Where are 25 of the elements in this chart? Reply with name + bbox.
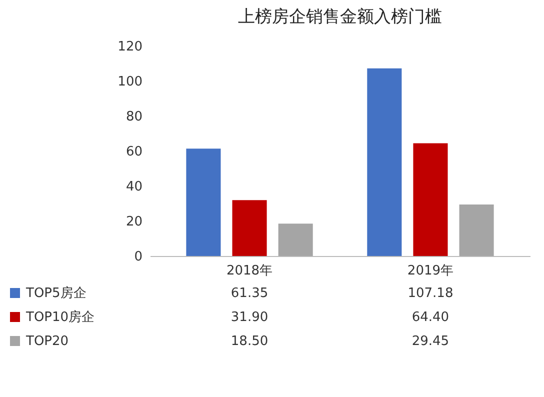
bar <box>459 204 494 256</box>
bar <box>232 200 267 256</box>
legend-label: TOP20 <box>25 334 69 349</box>
y-tick-label: 40 <box>126 180 142 194</box>
data-label: 31.90 <box>230 310 268 325</box>
legend-label: TOP5房企 <box>25 285 86 301</box>
y-tick-label: 100 <box>118 74 142 90</box>
bar <box>413 143 448 256</box>
y-tick-label: 0 <box>134 250 142 264</box>
chart-title: 上榜房企销售金额入榜门槛 <box>238 7 442 27</box>
legend-label: TOP10房企 <box>25 309 95 325</box>
data-label: 18.50 <box>230 334 268 349</box>
y-tick-label: 60 <box>126 144 142 160</box>
bar <box>367 68 402 256</box>
y-tick-label: 120 <box>118 40 142 54</box>
data-label: 64.40 <box>412 310 450 325</box>
x-tick-label: 2018年 <box>226 264 273 278</box>
bar <box>278 224 313 256</box>
data-label: 107.18 <box>408 286 454 301</box>
bar <box>186 148 221 256</box>
y-tick-label: 80 <box>126 110 142 124</box>
data-label: 61.35 <box>230 286 268 301</box>
y-tick-label: 20 <box>126 214 142 230</box>
x-tick-label: 2019年 <box>407 264 454 278</box>
data-label: 29.45 <box>412 334 450 349</box>
